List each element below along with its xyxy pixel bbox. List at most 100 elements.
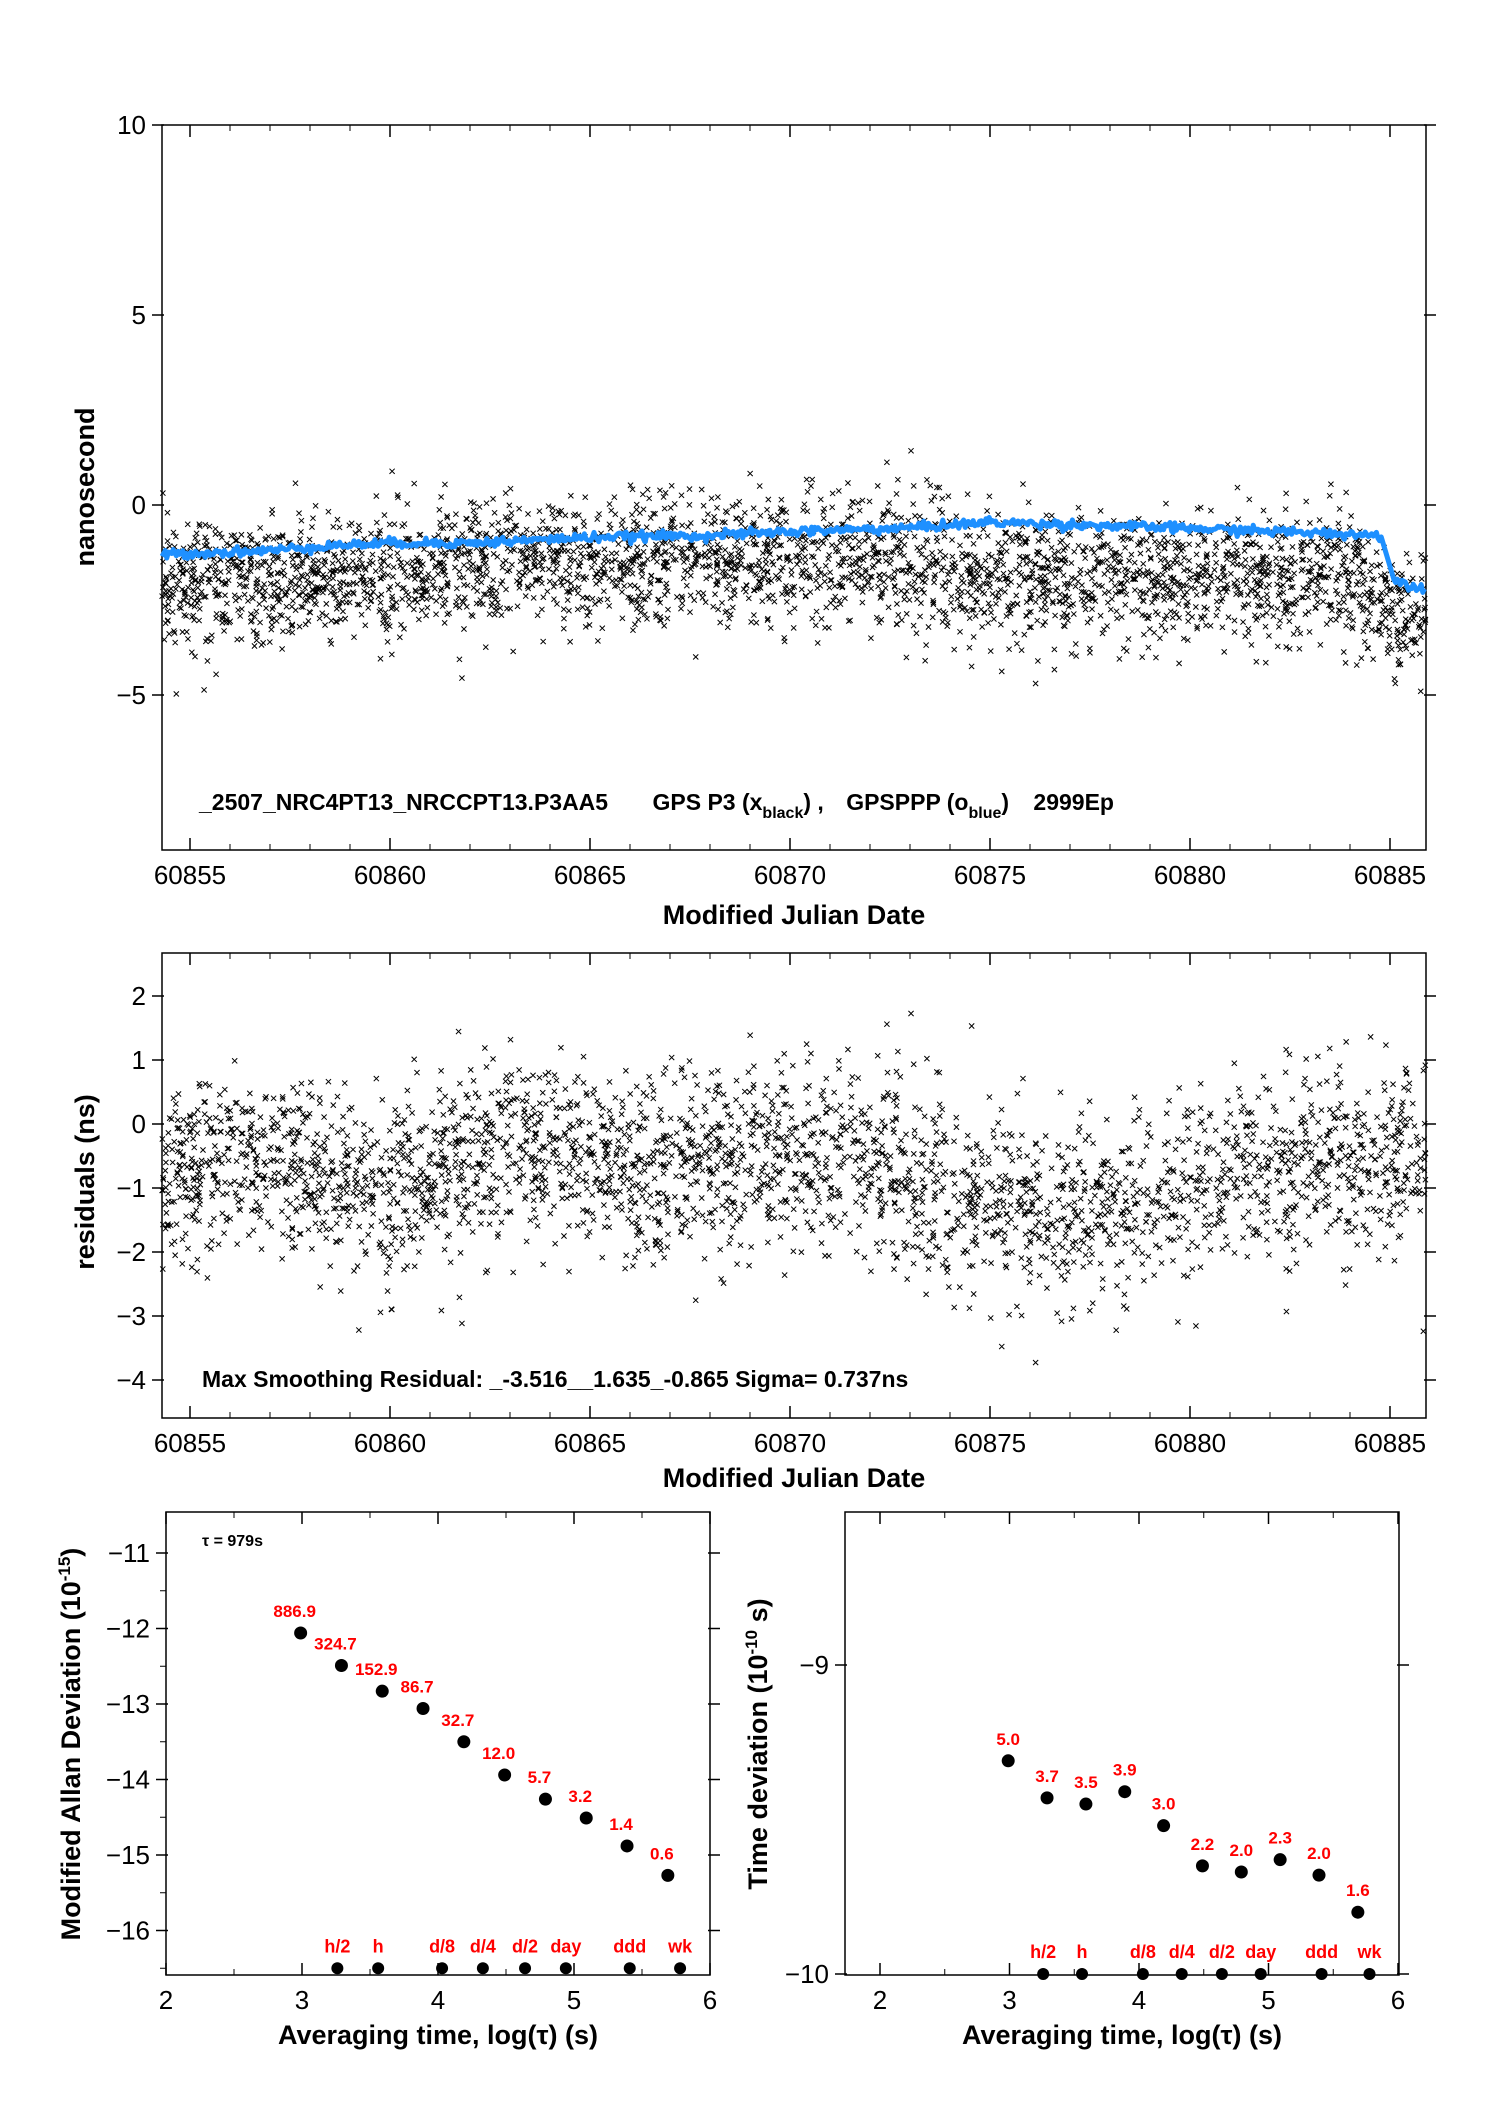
gps-p3-point <box>674 594 680 600</box>
gps-p3-point <box>714 494 721 500</box>
residual-point <box>657 1106 664 1113</box>
gps-p3-point <box>903 588 910 595</box>
residual-point <box>1411 1123 1418 1130</box>
gps-p3-point <box>358 550 365 557</box>
gps-p3-point <box>405 591 412 598</box>
gps-p3-point <box>998 668 1005 675</box>
residual-point <box>1000 1131 1007 1138</box>
gps-p3-point <box>679 600 686 607</box>
gps-p3-point <box>885 574 892 580</box>
gps-p3-point <box>686 501 693 508</box>
gps-p3-point <box>576 563 583 570</box>
residual-point <box>275 1169 282 1176</box>
gps-p3-point <box>1032 680 1039 687</box>
gps-p3-point <box>253 630 260 637</box>
residual-point <box>288 1126 295 1133</box>
gps-p3-point <box>365 604 372 611</box>
residual-point <box>759 1112 766 1119</box>
residual-point <box>617 1188 623 1195</box>
gps-p3-point <box>1340 593 1347 600</box>
gps-p3-point <box>630 627 636 634</box>
gps-p3-point <box>628 511 635 518</box>
residual-point <box>1309 1113 1316 1120</box>
gps-p3-point <box>1279 555 1286 562</box>
gps-p3-point <box>1162 627 1169 634</box>
residual-point <box>407 1227 414 1234</box>
gps-p3-point <box>1286 618 1293 625</box>
gps-p3-point <box>453 585 460 592</box>
residual-point <box>1346 1143 1353 1150</box>
residual-point <box>849 1073 856 1080</box>
residual-point <box>788 1103 795 1110</box>
residual-point <box>206 1115 213 1122</box>
residual-point <box>638 1109 644 1116</box>
residual-point <box>646 1073 653 1080</box>
gps-p3-point <box>879 517 886 524</box>
phase-annotation-id: _2507_NRC4PT13_NRCCPT13.P3AA5 <box>198 789 608 815</box>
gps-p3-point <box>571 585 578 592</box>
gps-p3-point <box>891 583 898 590</box>
residual-point <box>1174 1186 1181 1193</box>
gps-p3-point <box>346 522 353 529</box>
gps-p3-point <box>668 482 675 489</box>
gps-p3-point <box>1051 666 1058 673</box>
residual-point <box>936 1113 943 1119</box>
residual-point <box>339 1126 346 1133</box>
gps-p3-point <box>1343 622 1350 629</box>
gps-p3-point <box>1247 588 1254 594</box>
gps-p3-point <box>983 565 990 572</box>
residual-point <box>1197 1080 1204 1087</box>
residual-point <box>1066 1201 1072 1208</box>
gps-p3-point <box>1088 545 1095 552</box>
residual-point <box>1403 1070 1410 1077</box>
gps-p3-point <box>886 500 893 507</box>
gps-p3-point <box>554 560 561 567</box>
gps-p3-point <box>270 558 277 565</box>
residual-point <box>316 1227 323 1234</box>
gps-p3-point <box>221 627 228 634</box>
residual-point <box>455 1173 462 1180</box>
gps-p3-point <box>1188 584 1195 591</box>
residual-point <box>1367 1033 1374 1040</box>
gps-p3-point <box>1180 594 1187 601</box>
gps-p3-point <box>809 615 816 622</box>
gps-p3-point <box>1260 507 1267 514</box>
gps-p3-point <box>212 561 219 568</box>
gps-p3-point <box>1279 533 1286 540</box>
residual-point <box>1029 1198 1036 1205</box>
residual-point <box>856 1166 863 1173</box>
residual-point <box>1167 1188 1174 1195</box>
gps-p3-point <box>564 578 571 585</box>
residual-point <box>836 1065 842 1072</box>
gps-p3-point <box>885 604 892 611</box>
gps-p3-point <box>1290 610 1296 617</box>
residual-point <box>1289 1096 1296 1103</box>
gps-p3-point <box>985 551 992 558</box>
gps-p3-point <box>523 526 530 533</box>
residual-point <box>692 1072 698 1079</box>
gps-p3-point <box>958 572 965 579</box>
gps-p3-point <box>1161 544 1168 551</box>
gps-p3-point <box>1151 538 1158 545</box>
gps-p3-point <box>644 486 651 493</box>
gps-p3-point <box>1273 561 1280 568</box>
gps-p3-point <box>1055 548 1062 555</box>
residual-point <box>217 1118 224 1125</box>
residual-point <box>546 1133 553 1139</box>
gps-p3-point <box>883 557 889 564</box>
gps-p3-point <box>1161 616 1168 623</box>
gps-p3-point <box>362 622 369 629</box>
residual-point <box>304 1159 311 1166</box>
gps-p3-point <box>788 567 795 574</box>
residual-point <box>1326 1045 1333 1052</box>
gps-p3-point <box>964 491 971 498</box>
residual-point <box>1136 1106 1143 1113</box>
gps-p3-point <box>911 533 918 540</box>
gps-p3-point <box>162 620 169 627</box>
gps-p3-point <box>774 574 781 581</box>
residual-point <box>875 1175 882 1182</box>
residual-point <box>1409 1100 1416 1107</box>
gps-p3-point <box>1082 544 1089 551</box>
gps-p3-point <box>731 592 738 599</box>
